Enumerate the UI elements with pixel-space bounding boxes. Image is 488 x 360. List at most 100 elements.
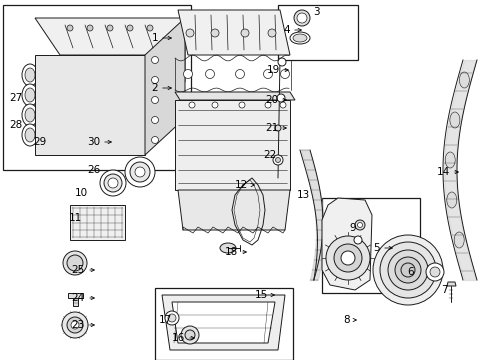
Circle shape bbox=[130, 162, 150, 182]
Circle shape bbox=[354, 220, 364, 230]
Text: 14: 14 bbox=[436, 167, 449, 177]
Ellipse shape bbox=[289, 32, 309, 44]
Text: 20: 20 bbox=[264, 95, 278, 105]
Circle shape bbox=[280, 69, 289, 78]
Circle shape bbox=[267, 29, 275, 37]
Text: 29: 29 bbox=[34, 137, 47, 147]
Circle shape bbox=[100, 170, 126, 196]
Ellipse shape bbox=[25, 68, 35, 82]
Ellipse shape bbox=[216, 20, 227, 30]
Circle shape bbox=[394, 257, 420, 283]
Text: 4: 4 bbox=[283, 25, 289, 35]
Circle shape bbox=[278, 58, 285, 66]
Text: 26: 26 bbox=[86, 165, 100, 175]
Text: 22: 22 bbox=[262, 150, 275, 160]
Text: 17: 17 bbox=[159, 315, 172, 325]
Circle shape bbox=[67, 317, 83, 333]
Ellipse shape bbox=[70, 107, 90, 133]
Ellipse shape bbox=[444, 152, 454, 168]
Circle shape bbox=[183, 69, 192, 78]
Circle shape bbox=[151, 117, 158, 123]
Bar bbox=[70, 205, 125, 240]
Polygon shape bbox=[321, 198, 371, 290]
Circle shape bbox=[151, 136, 158, 144]
Polygon shape bbox=[178, 10, 289, 55]
Ellipse shape bbox=[22, 64, 38, 86]
Polygon shape bbox=[172, 302, 274, 343]
Ellipse shape bbox=[22, 124, 38, 146]
Circle shape bbox=[67, 255, 83, 271]
Text: 16: 16 bbox=[171, 333, 184, 343]
Text: 1: 1 bbox=[151, 33, 158, 43]
Circle shape bbox=[239, 102, 244, 108]
Polygon shape bbox=[162, 295, 285, 350]
Circle shape bbox=[274, 125, 281, 131]
Text: 25: 25 bbox=[72, 265, 85, 275]
Polygon shape bbox=[446, 282, 455, 286]
Text: 7: 7 bbox=[441, 285, 447, 295]
Circle shape bbox=[296, 13, 306, 23]
Ellipse shape bbox=[117, 74, 139, 102]
Ellipse shape bbox=[292, 34, 306, 42]
Ellipse shape bbox=[192, 20, 203, 30]
Ellipse shape bbox=[25, 128, 35, 142]
Circle shape bbox=[425, 263, 443, 281]
Text: 15: 15 bbox=[254, 290, 267, 300]
Circle shape bbox=[108, 178, 118, 188]
Text: 3: 3 bbox=[313, 7, 319, 17]
Circle shape bbox=[168, 314, 176, 322]
Circle shape bbox=[151, 77, 158, 84]
Circle shape bbox=[357, 222, 362, 228]
Polygon shape bbox=[35, 55, 145, 155]
Text: 13: 13 bbox=[296, 190, 309, 200]
Ellipse shape bbox=[25, 88, 35, 102]
Ellipse shape bbox=[121, 78, 135, 98]
Ellipse shape bbox=[22, 104, 38, 126]
Circle shape bbox=[212, 102, 218, 108]
Circle shape bbox=[275, 157, 280, 162]
Text: 23: 23 bbox=[72, 320, 85, 330]
Text: 27: 27 bbox=[9, 93, 22, 103]
Ellipse shape bbox=[453, 232, 463, 248]
Ellipse shape bbox=[118, 107, 138, 133]
Ellipse shape bbox=[242, 20, 253, 30]
Circle shape bbox=[276, 94, 285, 102]
Bar bbox=[3, 5, 191, 170]
Circle shape bbox=[325, 236, 369, 280]
Circle shape bbox=[151, 96, 158, 104]
Circle shape bbox=[127, 25, 133, 31]
Ellipse shape bbox=[98, 78, 112, 98]
Circle shape bbox=[387, 250, 427, 290]
Polygon shape bbox=[175, 100, 289, 190]
Circle shape bbox=[147, 25, 153, 31]
Circle shape bbox=[181, 326, 199, 344]
Text: 10: 10 bbox=[75, 188, 88, 198]
Circle shape bbox=[63, 251, 87, 275]
Circle shape bbox=[185, 29, 194, 37]
Ellipse shape bbox=[262, 20, 273, 30]
Circle shape bbox=[205, 69, 214, 78]
Circle shape bbox=[263, 69, 272, 78]
Circle shape bbox=[340, 251, 354, 265]
Circle shape bbox=[293, 10, 309, 26]
Ellipse shape bbox=[458, 72, 468, 88]
Text: 2: 2 bbox=[151, 83, 158, 93]
Ellipse shape bbox=[94, 74, 116, 102]
Ellipse shape bbox=[220, 243, 236, 253]
Circle shape bbox=[107, 25, 113, 31]
Text: 8: 8 bbox=[343, 315, 349, 325]
Circle shape bbox=[210, 29, 219, 37]
Ellipse shape bbox=[95, 107, 115, 133]
Text: 18: 18 bbox=[224, 247, 238, 257]
Ellipse shape bbox=[73, 78, 87, 98]
Circle shape bbox=[379, 242, 435, 298]
Circle shape bbox=[135, 167, 145, 177]
Text: 28: 28 bbox=[9, 120, 22, 130]
Circle shape bbox=[264, 102, 270, 108]
Ellipse shape bbox=[25, 108, 35, 122]
Text: 12: 12 bbox=[234, 180, 247, 190]
Circle shape bbox=[151, 57, 158, 63]
Circle shape bbox=[184, 330, 195, 340]
Ellipse shape bbox=[44, 74, 66, 102]
Bar bbox=[321, 198, 419, 293]
